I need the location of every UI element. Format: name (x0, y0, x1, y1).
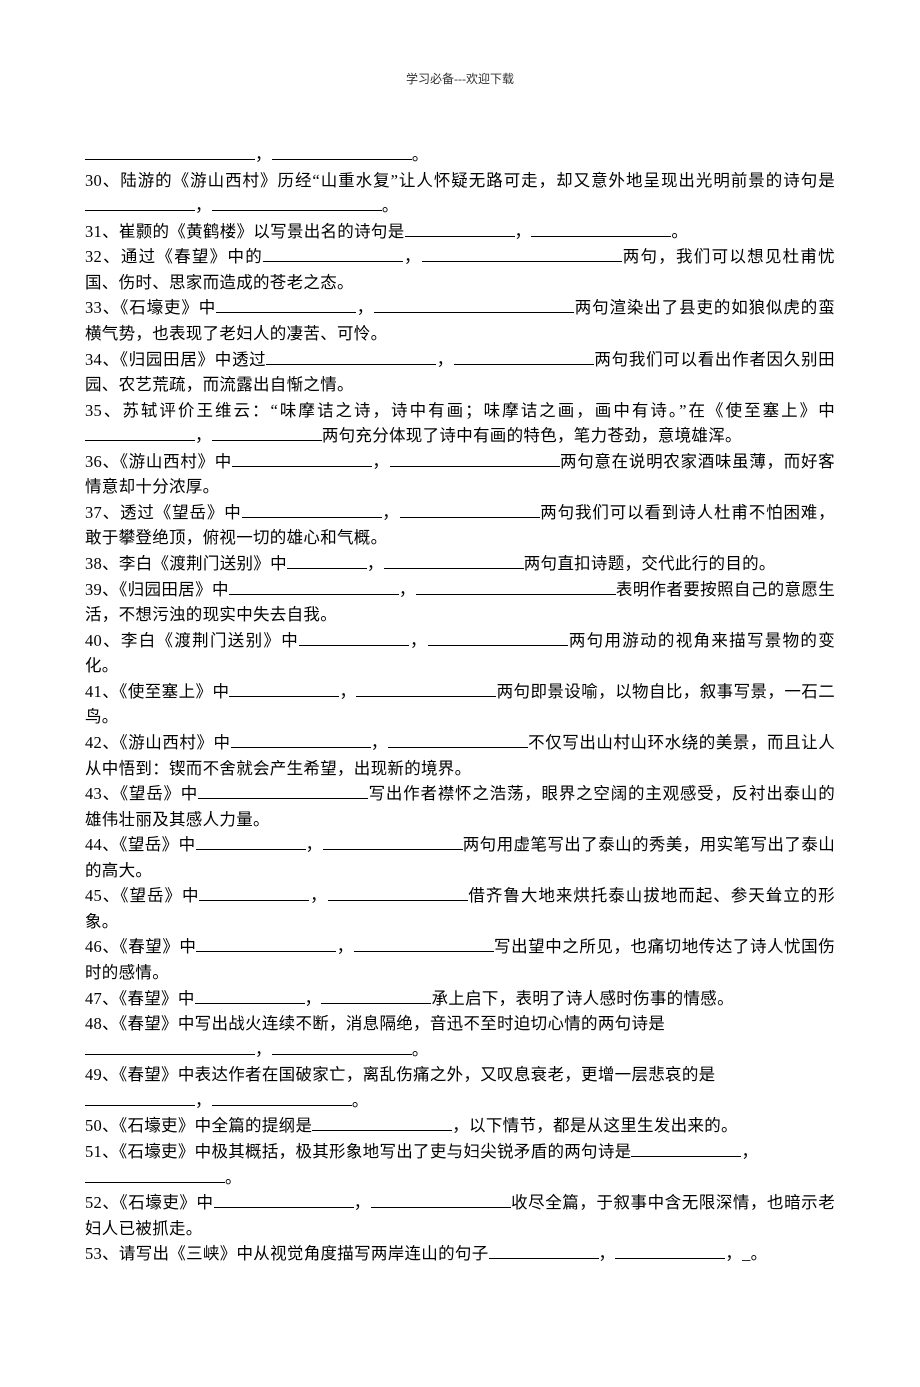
question-32: 32、通过《春望》中的，两句，我们可以想见杜甫忧国、伤时、思家而造成的苍老之态。 (85, 244, 835, 295)
question-31: 31、崔颢的《黄鹤楼》以写景出名的诗句是，。 (85, 219, 835, 245)
question-43: 43、《望岳》中写出作者襟怀之浩荡，眼界之空阔的主观感受，反衬出泰山的雄伟壮丽及… (85, 781, 835, 832)
question-40: 40、李白《渡荆门送别》中，两句用游动的视角来描写景物的变化。 (85, 628, 835, 679)
question-50: 50、《石壕吏》中全篇的提纲是，以下情节，都是从这里生发出来的。 (85, 1113, 835, 1139)
question-52: 52、《石壕吏》中，收尽全篇，于叙事中含无限深情，也暗示老妇人已被抓走。 (85, 1190, 835, 1241)
question-48: 48、《春望》中写出战火连续不断，消息隔绝，音迅不至时迫切心情的两句诗是，。 (85, 1011, 835, 1062)
question-42: 42、《游山西村》中，不仅写出山村山环水绕的美景，而且让人从中悟到：锲而不舍就会… (85, 730, 835, 781)
question-35: 35、苏轼评价王维云：“味摩诘之诗，诗中有画；味摩诘之画，画中有诗。”在《使至塞… (85, 398, 835, 449)
question-47: 47、《春望》中，承上启下，表明了诗人感时伤事的情感。 (85, 986, 835, 1012)
question-36: 36、《游山西村》中，两句意在说明农家酒味虽薄，而好客情意却十分浓厚。 (85, 449, 835, 500)
question-33: 33、《石壕吏》中，两句渲染出了县吏的如狼似虎的蛮横气势，也表现了老妇人的凄苦、… (85, 295, 835, 346)
question-44: 44、《望岳》中，两句用虚笔写出了泰山的秀美，用实笔写出了泰山的高大。 (85, 832, 835, 883)
question-53: 53、请写出《三峡》中从视觉角度描写两岸连山的句子，，_。 (85, 1241, 835, 1267)
page-header: 学习必备---欢迎下载 (85, 70, 835, 87)
question-49: 49、《春望》中表达作者在国破家亡，离乱伤痛之外，又叹息衰老，更增一层悲哀的是，… (85, 1062, 835, 1113)
question-30: 30、陆游的《游山西村》历经“山重水复”让人怀疑无路可走，却又意外地呈现出光明前… (85, 168, 835, 219)
question-continuation: ，。 (85, 142, 835, 168)
question-41: 41、《使至塞上》中，两句即景设喻，以物自比，叙事写景，一石二鸟。 (85, 679, 835, 730)
question-45: 45、《望岳》中，借齐鲁大地来烘托泰山拔地而起、参天耸立的形象。 (85, 883, 835, 934)
question-46: 46、《春望》中，写出望中之所见，也痛切地传达了诗人忧国伤时的感情。 (85, 934, 835, 985)
question-39: 39、《归园田居》中，表明作者要按照自己的意愿生活，不想污浊的现实中失去自我。 (85, 577, 835, 628)
question-51: 51、《石壕吏》中极其概括，极其形象地写出了吏与妇尖锐矛盾的两句诗是，。 (85, 1139, 835, 1190)
question-38: 38、李白《渡荆门送别》中，两句直扣诗题，交代此行的目的。 (85, 551, 835, 577)
question-34: 34、《归园田居》中透过，两句我们可以看出作者因久别田园、农艺荒疏，而流露出自惭… (85, 347, 835, 398)
question-37: 37、透过《望岳》中，两句我们可以看到诗人杜甫不怕困难，敢于攀登绝顶，俯视一切的… (85, 500, 835, 551)
